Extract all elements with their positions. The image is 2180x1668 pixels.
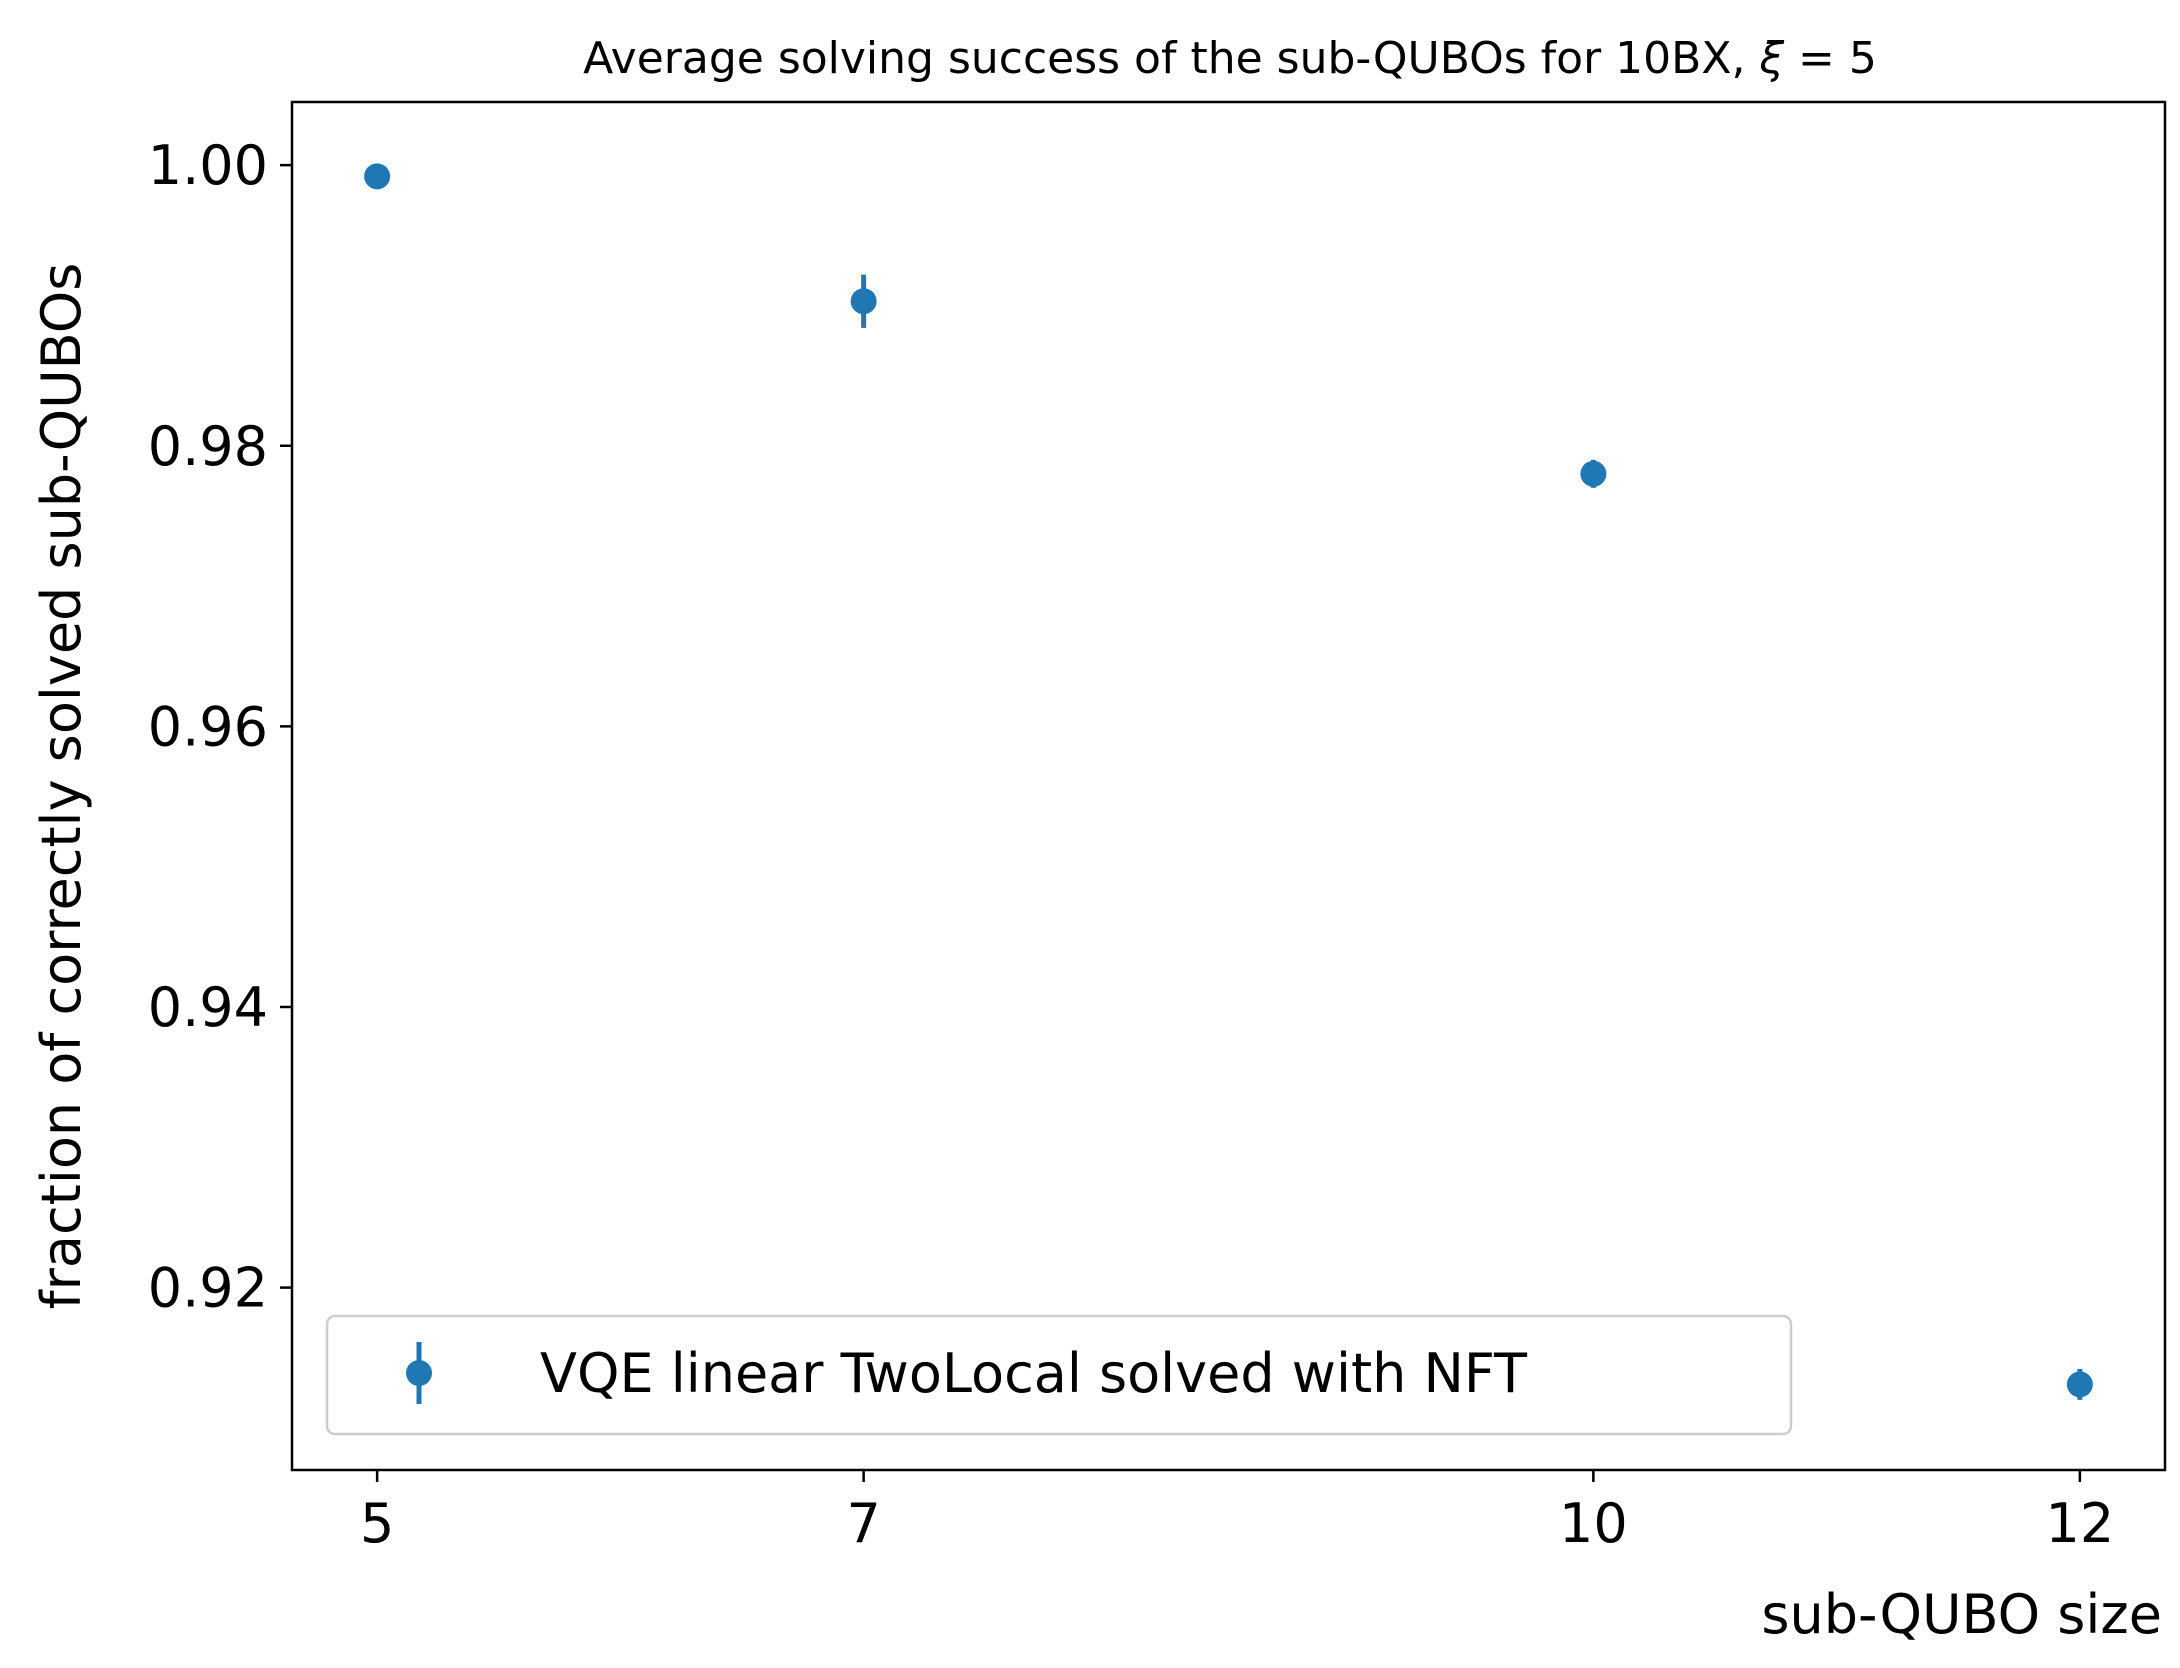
x-tick-label: 7 [846,1492,880,1555]
data-point [2066,1371,2093,1398]
x-axis-label: sub-QUBO size [1761,1583,2162,1646]
y-tick-label: 1.00 [148,134,268,197]
legend-label: VQE linear TwoLocal solved with NFT [540,1342,1528,1405]
data-point [1580,460,1607,487]
data-point [850,288,877,315]
y-tick-label: 0.98 [148,415,268,478]
y-axis-label: fraction of correctly solved sub-QUBOs [30,263,93,1310]
axis-ticks: 5 7 10 12 0.92 0.94 0.96 0.98 1.00 [148,134,2114,1555]
x-tick-label: 5 [360,1492,394,1555]
x-tick-label: 12 [2046,1492,2115,1555]
legend-frame [325,1314,1793,1436]
data-point [364,163,391,190]
data-points [364,163,2093,1398]
y-tick-label: 0.94 [148,976,268,1039]
y-tick-label: 0.92 [148,1257,268,1320]
legend-marker [406,1360,432,1386]
plot-frame [290,100,2167,1472]
x-tick-label: 10 [1559,1492,1628,1555]
legend: VQE linear TwoLocal solved with NFT [325,1314,1793,1436]
chart-title: Average solving success of the sub-QUBOs… [583,33,1877,84]
y-tick-label: 0.96 [148,695,268,758]
